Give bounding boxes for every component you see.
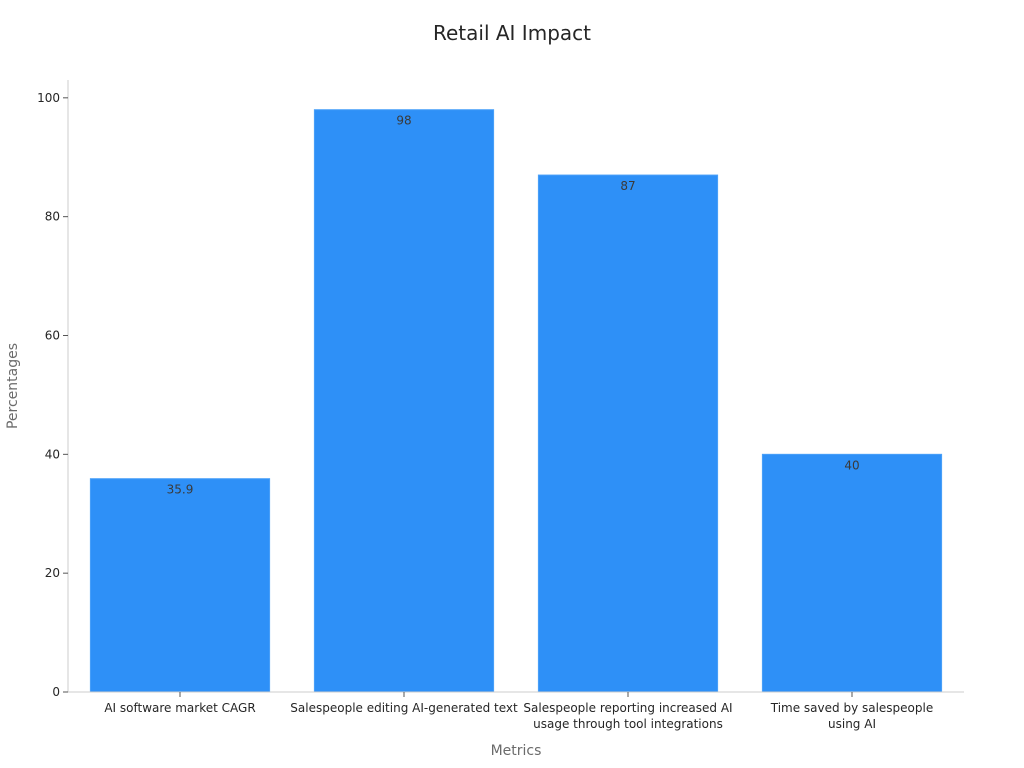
y-ticks-group: 0 20 40 60 80 100 [37,91,68,699]
bar [537,174,719,693]
y-tick-label: 80 [45,210,60,224]
y-tick-label: 60 [45,328,60,342]
x-tick-label: using AI [828,717,876,731]
data-label: 35.9 [167,483,194,497]
bar [313,109,495,693]
y-tick-label: 40 [45,447,60,461]
chart-title: Retail AI Impact [433,21,591,45]
x-axis-label: Metrics [491,743,542,759]
x-tick-label: Time saved by salespeople [770,701,934,715]
x-tick-label: Salespeople reporting increased AI [523,701,732,715]
x-tick-label: Salespeople editing AI-generated text [290,701,518,715]
data-label: 87 [620,179,635,193]
x-tick-label: AI software market CAGR [104,701,255,715]
data-label: 98 [396,114,411,128]
y-tick-label: 0 [52,685,60,699]
bars-group [89,109,943,693]
y-tick-label: 100 [37,91,60,105]
data-label: 40 [844,458,859,472]
x-ticks-group: AI software market CAGR Salespeople editi… [104,692,933,731]
y-axis-label: Percentages [5,343,21,429]
y-tick-label: 20 [45,566,60,580]
data-labels-group: 35.9 98 87 40 [167,114,860,497]
bar [761,453,943,693]
bar [89,478,271,693]
x-tick-label: usage through tool integrations [533,717,723,731]
